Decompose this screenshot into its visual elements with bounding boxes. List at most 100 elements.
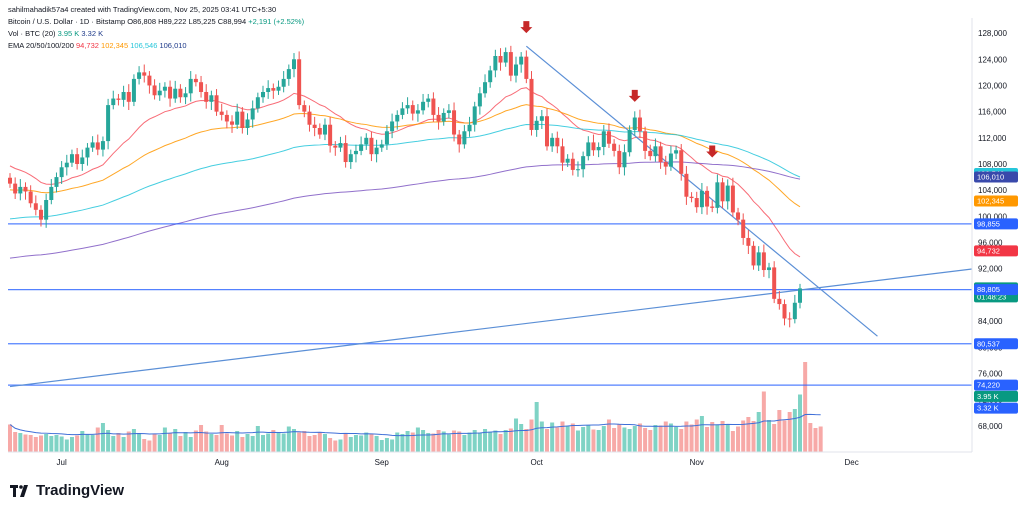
candle — [168, 80, 173, 107]
candle-body — [69, 154, 74, 163]
candle-body — [199, 82, 204, 92]
candle — [152, 79, 157, 100]
volume-bar — [550, 422, 555, 452]
volume-bar — [168, 433, 173, 452]
candle-body — [622, 152, 627, 168]
candle — [772, 261, 777, 304]
candle — [137, 66, 142, 85]
candle-body — [715, 182, 720, 208]
candle — [798, 283, 802, 309]
volume-bar — [488, 431, 493, 452]
candle — [405, 97, 410, 114]
volume-bar — [534, 402, 539, 452]
candle-body — [240, 111, 245, 128]
volume-bar — [679, 429, 684, 452]
candle — [374, 139, 379, 163]
candle-body — [307, 111, 312, 125]
candle — [452, 102, 457, 142]
volume-bar — [472, 430, 477, 452]
candle-body — [772, 267, 777, 299]
candle-body — [555, 137, 560, 147]
candle-body — [33, 203, 38, 210]
volume-bar — [431, 433, 436, 452]
volume-bar — [767, 420, 772, 452]
candle — [261, 85, 266, 103]
volume-bar — [601, 426, 606, 452]
candle-body — [188, 78, 193, 94]
candle-body — [348, 154, 353, 163]
candle — [69, 149, 74, 167]
volume-bar — [28, 435, 33, 452]
volume-bar — [261, 435, 266, 452]
candle-body — [601, 131, 606, 147]
candle — [95, 134, 100, 156]
y-tick-label: 100,000 — [978, 212, 1007, 221]
candle-body — [85, 147, 90, 158]
candle — [684, 165, 689, 205]
candle-body — [28, 191, 33, 204]
volume-bar — [209, 434, 214, 452]
price-tag-bg — [974, 402, 1018, 414]
volume-bar — [581, 427, 586, 452]
candle — [240, 107, 245, 134]
symbol-title[interactable]: Bitcoin / U.S. Dollar · 1D · Bitstamp — [8, 17, 126, 26]
volume-bar — [751, 421, 756, 452]
candle — [245, 113, 250, 135]
candle — [601, 125, 606, 156]
candle — [581, 151, 586, 178]
volume-bar — [570, 423, 575, 452]
candle-body — [100, 141, 105, 150]
volume-bar — [782, 420, 787, 452]
volume-bar — [126, 431, 131, 452]
ema-legend[interactable]: EMA 20/50/100/200 94,732 102,345 106,546… — [8, 40, 304, 52]
x-tick-label: Dec — [845, 458, 859, 467]
candle-body — [219, 111, 224, 115]
candle-body — [343, 143, 348, 163]
candle-body — [751, 245, 756, 266]
candle — [369, 131, 374, 162]
candle — [519, 52, 524, 73]
candle-body — [581, 156, 586, 170]
candle — [390, 113, 395, 139]
candle — [328, 116, 333, 153]
candle — [209, 90, 214, 110]
x-tick-label: Nov — [690, 458, 704, 467]
volume-bar — [8, 424, 12, 452]
high-value: H89,222 — [158, 17, 187, 26]
candle — [54, 172, 59, 193]
volume-bar — [539, 421, 544, 452]
candle — [121, 85, 126, 107]
candle — [33, 195, 38, 216]
candle — [178, 84, 183, 103]
candle — [116, 93, 121, 106]
candle — [224, 110, 229, 129]
volume-bar — [792, 409, 797, 452]
volume-bar — [317, 432, 322, 452]
candle-body — [519, 56, 524, 65]
volume-bar — [85, 434, 90, 452]
volume-bar — [245, 434, 250, 452]
candle — [782, 299, 787, 326]
down-arrow-marker — [706, 145, 719, 158]
candle — [281, 71, 286, 93]
candle-body — [193, 78, 198, 83]
volume-bar — [410, 432, 415, 452]
volume-bar — [668, 423, 673, 452]
y-tick-label: 68,000 — [978, 422, 1003, 431]
volume-bar — [467, 432, 472, 452]
volume-bar — [606, 419, 611, 452]
volume-legend[interactable]: Vol · BTC (20) 3.95 K 3.32 K — [8, 28, 304, 40]
candle-body — [80, 157, 85, 164]
candle — [100, 136, 105, 157]
volume-bar — [684, 421, 689, 452]
volume-bar — [818, 426, 823, 452]
candle — [761, 244, 766, 277]
volume-bar — [565, 426, 570, 452]
volume-bar — [436, 430, 441, 452]
candle-body — [658, 146, 663, 163]
volume-bar — [555, 427, 560, 452]
candle — [756, 246, 761, 272]
candle — [555, 131, 560, 154]
candle — [157, 82, 162, 101]
